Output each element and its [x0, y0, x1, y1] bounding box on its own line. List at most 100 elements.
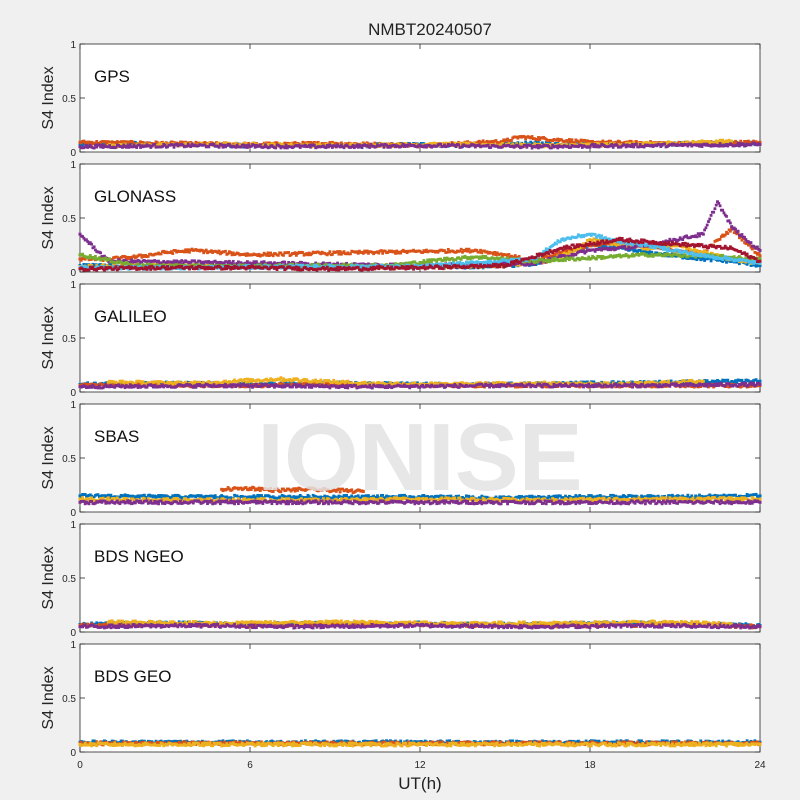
- data-point: [571, 251, 575, 254]
- data-point: [446, 247, 450, 251]
- data-point: [203, 143, 207, 147]
- data-point: [327, 252, 330, 255]
- data-point: [345, 261, 348, 265]
- data-point: [664, 140, 668, 144]
- data-point: [758, 257, 762, 261]
- data-point: [110, 140, 114, 144]
- data-point: [520, 262, 524, 266]
- data-point: [126, 140, 130, 144]
- data-point: [681, 238, 685, 242]
- data-point: [604, 244, 607, 247]
- data-point: [373, 141, 377, 145]
- data-point: [489, 146, 493, 149]
- data-point: [638, 248, 642, 252]
- data-point: [173, 249, 177, 252]
- data-point: [322, 142, 325, 145]
- data-point: [108, 144, 112, 147]
- data-point: [754, 247, 758, 250]
- data-point: [758, 248, 762, 252]
- data-point: [655, 144, 659, 148]
- data-point: [530, 146, 534, 150]
- data-point: [730, 225, 734, 229]
- data-point: [190, 142, 194, 146]
- data-point: [283, 146, 287, 150]
- data-point: [699, 141, 703, 145]
- data-point: [495, 251, 499, 255]
- data-point: [645, 253, 649, 257]
- data-point: [128, 143, 132, 147]
- data-point: [598, 144, 602, 148]
- data-point: [458, 141, 462, 145]
- data-point: [90, 263, 93, 267]
- data-point: [146, 254, 150, 258]
- data-point: [441, 144, 445, 148]
- data-point: [439, 142, 443, 146]
- data-point: [139, 253, 142, 257]
- data-point: [227, 259, 231, 263]
- data-point: [601, 255, 605, 258]
- data-point: [150, 263, 154, 267]
- data-point: [301, 251, 305, 254]
- data-point: [560, 138, 564, 142]
- data-point: [480, 140, 484, 144]
- data-point: [106, 145, 110, 149]
- data-point: [83, 257, 87, 261]
- data-point: [202, 261, 206, 265]
- data-point: [533, 142, 537, 146]
- data-point: [625, 247, 629, 251]
- data-point: [535, 143, 539, 147]
- data-point: [459, 145, 463, 149]
- data-point: [405, 251, 409, 255]
- data-point: [388, 262, 392, 266]
- data-point: [719, 235, 723, 239]
- data-point: [355, 143, 359, 147]
- data-point: [457, 143, 461, 147]
- data-point: [182, 250, 186, 254]
- data-point: [592, 248, 596, 252]
- data-point: [468, 257, 472, 261]
- data-point: [593, 143, 597, 146]
- data-point: [758, 254, 762, 258]
- data-point: [725, 143, 728, 146]
- data-point: [369, 143, 373, 146]
- data-point: [206, 143, 209, 147]
- data-point: [540, 145, 544, 148]
- data-point: [525, 145, 529, 149]
- data-point: [441, 259, 445, 262]
- constellation-label: GPS: [94, 67, 130, 86]
- data-point: [524, 137, 528, 141]
- data-point: [646, 248, 650, 251]
- data-point: [328, 261, 332, 265]
- data-point: [271, 254, 275, 258]
- data-point: [145, 262, 149, 266]
- data-point: [139, 146, 142, 149]
- data-point: [700, 145, 704, 148]
- data-point: [349, 252, 352, 256]
- data-point: [216, 251, 220, 255]
- data-point: [677, 238, 681, 242]
- data-point: [507, 253, 511, 256]
- data-point: [586, 257, 589, 261]
- data-point: [512, 265, 516, 268]
- data-point: [162, 259, 166, 263]
- data-point: [610, 143, 614, 146]
- data-point: [529, 262, 533, 266]
- y-tick-label: 1: [70, 40, 76, 51]
- data-point: [539, 261, 543, 265]
- data-point: [365, 249, 369, 253]
- data-point: [637, 145, 641, 149]
- data-point: [515, 142, 518, 146]
- data-point: [754, 251, 758, 255]
- data-point: [394, 252, 397, 255]
- data-point: [85, 263, 88, 266]
- data-point: [222, 143, 226, 147]
- data-point: [485, 250, 489, 254]
- data-point: [340, 141, 343, 145]
- data-point: [703, 259, 707, 262]
- data-point: [650, 252, 654, 256]
- data-point: [234, 141, 238, 145]
- data-point: [229, 251, 233, 254]
- data-point: [217, 249, 221, 253]
- data-point: [297, 143, 301, 147]
- data-point: [226, 262, 230, 266]
